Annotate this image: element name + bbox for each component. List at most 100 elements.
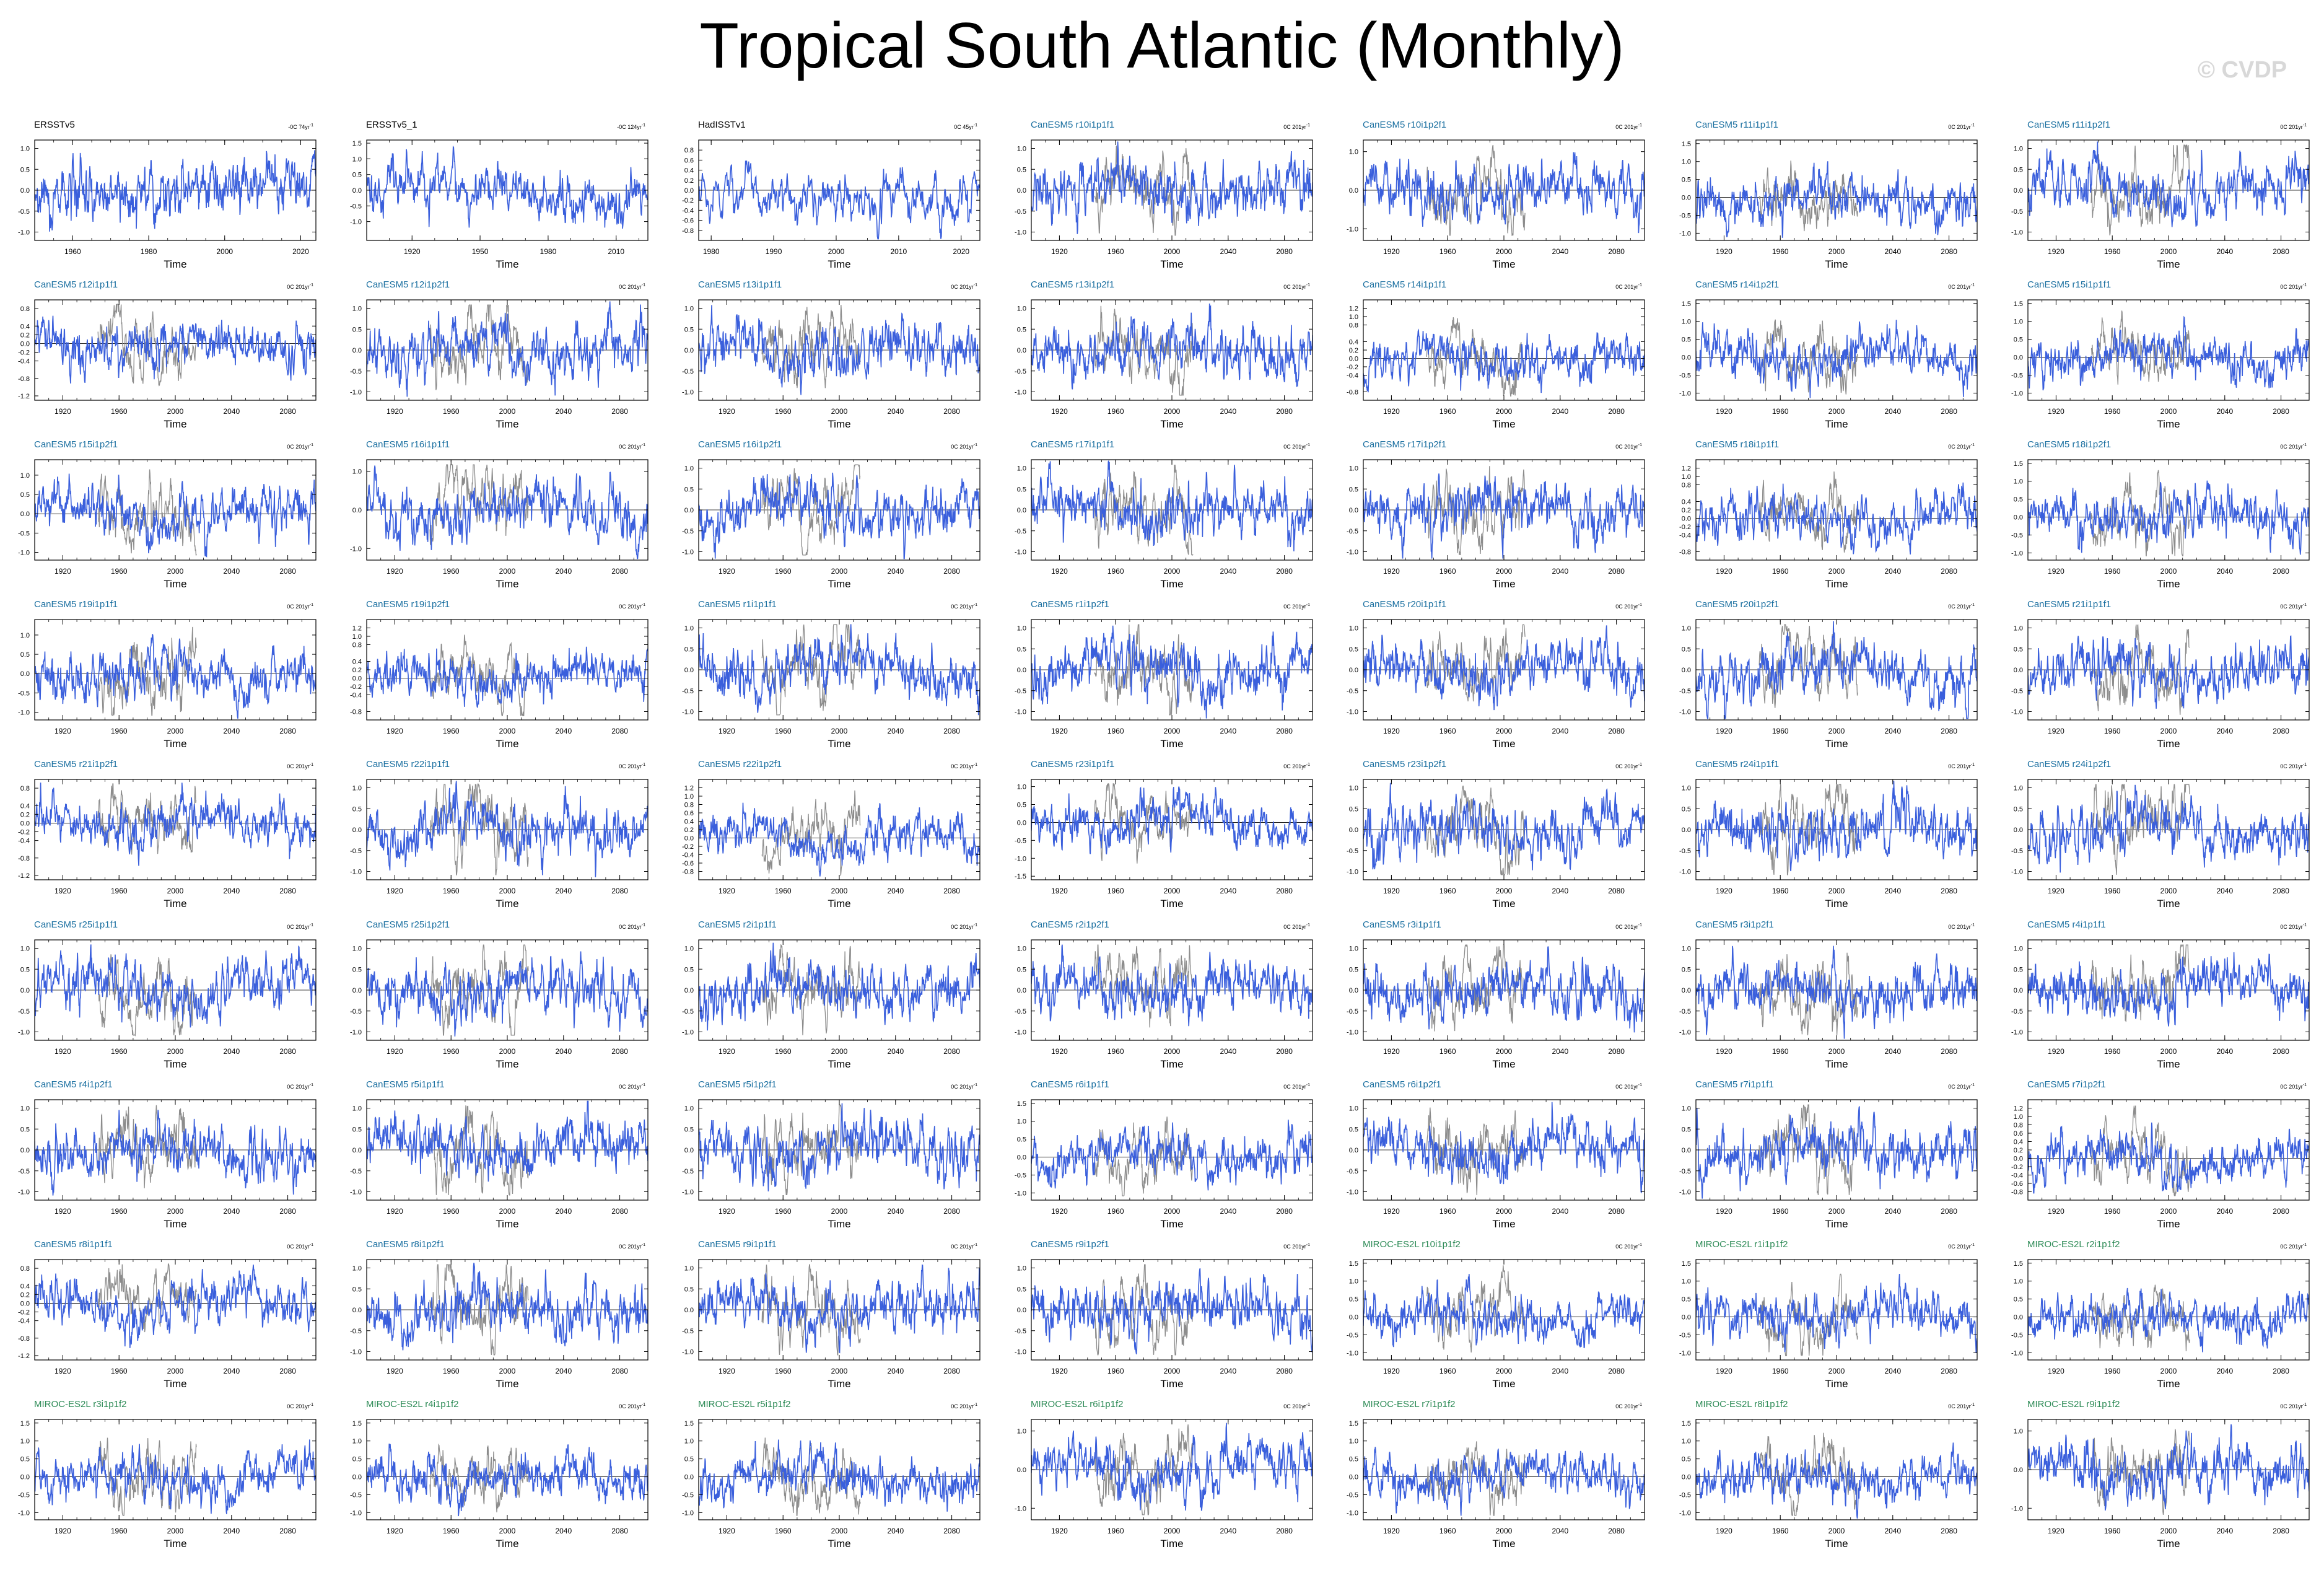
y-tick-label: 0.5	[352, 172, 362, 179]
series-line	[1696, 781, 1977, 872]
x-tick-label: 2000	[831, 1207, 848, 1216]
y-tick-label: 0.4	[20, 323, 30, 330]
x-axis-label: Time	[1160, 258, 1183, 270]
trend-label: 0C 201yr-1	[1283, 923, 1310, 930]
y-tick-label: -0.5	[1015, 1172, 1026, 1180]
x-axis-label: Time	[828, 1378, 850, 1390]
y-tick-label: 0.5	[352, 1286, 362, 1293]
series-line	[35, 944, 316, 1028]
y-tick-label: -1.0	[18, 229, 30, 237]
trend-label: 0C 201yr-1	[287, 1403, 313, 1410]
x-axis-label: Time	[1492, 898, 1515, 910]
x-tick-label: 2000	[2160, 1207, 2177, 1216]
x-tick-label: 2040	[1552, 1207, 1568, 1216]
x-tick-label: 2040	[1884, 887, 1901, 895]
y-tick-label: 0.5	[1682, 805, 1691, 813]
trend-label: 0C 201yr-1	[951, 1243, 977, 1250]
timeseries-panel: MIROC-ES2L r3i1p1f2 0C 201yr-1 -1.0 -0.5 0.0…	[18, 1399, 317, 1550]
y-tick-label: 0.0	[1682, 667, 1691, 674]
series-line	[35, 315, 316, 384]
x-tick-label: 1960	[775, 1047, 792, 1056]
x-tick-label: 1920	[719, 1367, 735, 1375]
x-tick-label: 1960	[1772, 1367, 1789, 1375]
x-tick-label: 2000	[2160, 1367, 2177, 1375]
trend-label: 0C 201yr-1	[619, 1403, 645, 1410]
x-tick-label: 1960	[443, 1207, 460, 1216]
x-tick-label: 2080	[943, 1527, 960, 1535]
y-tick-label: -0.5	[682, 528, 694, 535]
x-axis-label: Time	[496, 1058, 518, 1070]
y-tick-label: 0.0	[352, 507, 362, 514]
series-line	[1363, 152, 1645, 234]
y-tick-label: 0.5	[684, 1286, 694, 1293]
x-tick-label: 1920	[719, 567, 735, 576]
y-tick-label: -1.0	[682, 549, 694, 556]
y-tick-label: 1.0	[2014, 1113, 2023, 1121]
y-tick-label: -0.4	[18, 1318, 30, 1325]
trend-label: 0C 201yr-1	[287, 1083, 313, 1090]
y-tick-label: 0.5	[1349, 1296, 1358, 1304]
timeseries-panel: CanESM5 r22i1p2f1 0C 201yr-1 -0.8 -0.6-0.4-…	[682, 759, 981, 910]
x-tick-label: 2080	[1276, 407, 1293, 416]
y-tick-label: 0.0	[1682, 827, 1691, 834]
panel-title: CanESM5 r14i1p1f1	[1363, 279, 1446, 290]
y-tick-label: -1.0	[1015, 389, 1026, 397]
x-tick-label: 1960	[443, 1047, 460, 1056]
x-tick-label: 2040	[1220, 407, 1236, 416]
timeseries-panel: CanESM5 r11i1p2f1 0C 201yr-1 -1.0 -0.5 0.0 0.…	[2011, 120, 2310, 270]
trend-label: 0C 201yr-1	[1283, 603, 1310, 610]
x-tick-label: 2080	[2273, 727, 2289, 735]
x-tick-label: 1960	[1772, 407, 1789, 416]
y-tick-label: -0.8	[18, 1335, 30, 1343]
y-tick-label: 1.0	[352, 305, 362, 313]
y-tick-label: -0.5	[682, 1328, 694, 1335]
x-tick-label: 2040	[2216, 887, 2233, 895]
y-tick-label: 0.5	[2014, 496, 2023, 504]
x-tick-label: 1920	[55, 1207, 71, 1216]
x-tick-label: 2040	[887, 887, 904, 895]
y-tick-label: -0.5	[1015, 837, 1026, 844]
x-tick-label: 1960	[111, 407, 128, 416]
x-tick-label: 1960	[1439, 567, 1456, 576]
x-tick-label: 2000	[831, 1527, 848, 1535]
y-tick-label: 1.0	[1017, 945, 1026, 953]
trend-label: 0C 201yr-1	[619, 763, 645, 770]
x-tick-label: 2040	[1552, 1367, 1568, 1375]
y-tick-label: 0.5	[352, 326, 362, 333]
x-tick-label: 2000	[831, 887, 848, 895]
y-tick-label: 0.4	[1349, 339, 1358, 346]
timeseries-panel: CanESM5 r22i1p1f1 0C 201yr-1 -1.0 -0.5 0.0 0.…	[350, 759, 649, 910]
x-tick-label: 2000	[1828, 1367, 1845, 1375]
y-tick-label: -0.5	[1015, 528, 1026, 535]
x-axis-label: Time	[496, 418, 518, 430]
x-axis-label: Time	[1160, 1218, 1183, 1230]
y-tick-label: -1.0	[350, 389, 362, 397]
y-tick-label: 1.0	[1017, 465, 1026, 473]
trend-label: -0C 124yr-1	[617, 123, 645, 130]
x-tick-label: 2000	[167, 1207, 184, 1216]
x-tick-label: 2000	[1496, 407, 1513, 416]
x-axis-label: Time	[1160, 898, 1183, 910]
x-axis-label: Time	[164, 1058, 186, 1070]
y-tick-label: 0.0	[1682, 195, 1691, 202]
trend-label: 0C 201yr-1	[1948, 123, 1975, 130]
x-axis-label: Time	[1160, 1538, 1183, 1550]
timeseries-panel: MIROC-ES2L r2i1p1f2 0C 201yr-1 -1.0 -0.5 0.0…	[2011, 1239, 2310, 1390]
timeseries-panel: MIROC-ES2L r7i1p1f2 0C 201yr-1 -1.0 -0.5 0.0…	[1347, 1399, 1645, 1550]
y-tick-label: 1.5	[352, 140, 362, 147]
x-tick-label: 2080	[611, 567, 628, 576]
x-tick-label: 2000	[2160, 407, 2177, 416]
timeseries-panel: ERSSTv5_1 -0C 124yr-1 -1.0 -0.5 0.0 0.5 1.0 1.5…	[350, 120, 649, 270]
y-tick-label: 1.5	[2014, 460, 2023, 468]
x-axis-label: Time	[1160, 738, 1183, 750]
x-tick-label: 1920	[1383, 1207, 1400, 1216]
ensemble-mean-line	[761, 464, 861, 556]
y-tick-label: -0.5	[18, 530, 30, 537]
x-tick-label: 2040	[1552, 727, 1568, 735]
series-line	[1696, 320, 1977, 398]
y-tick-label: -0.5	[682, 1008, 694, 1015]
y-tick-label: 1.0	[352, 468, 362, 476]
x-tick-label: 1920	[1051, 887, 1068, 895]
ensemble-mean-line	[1094, 1424, 1194, 1515]
y-tick-label: -1.0	[2011, 869, 2023, 876]
